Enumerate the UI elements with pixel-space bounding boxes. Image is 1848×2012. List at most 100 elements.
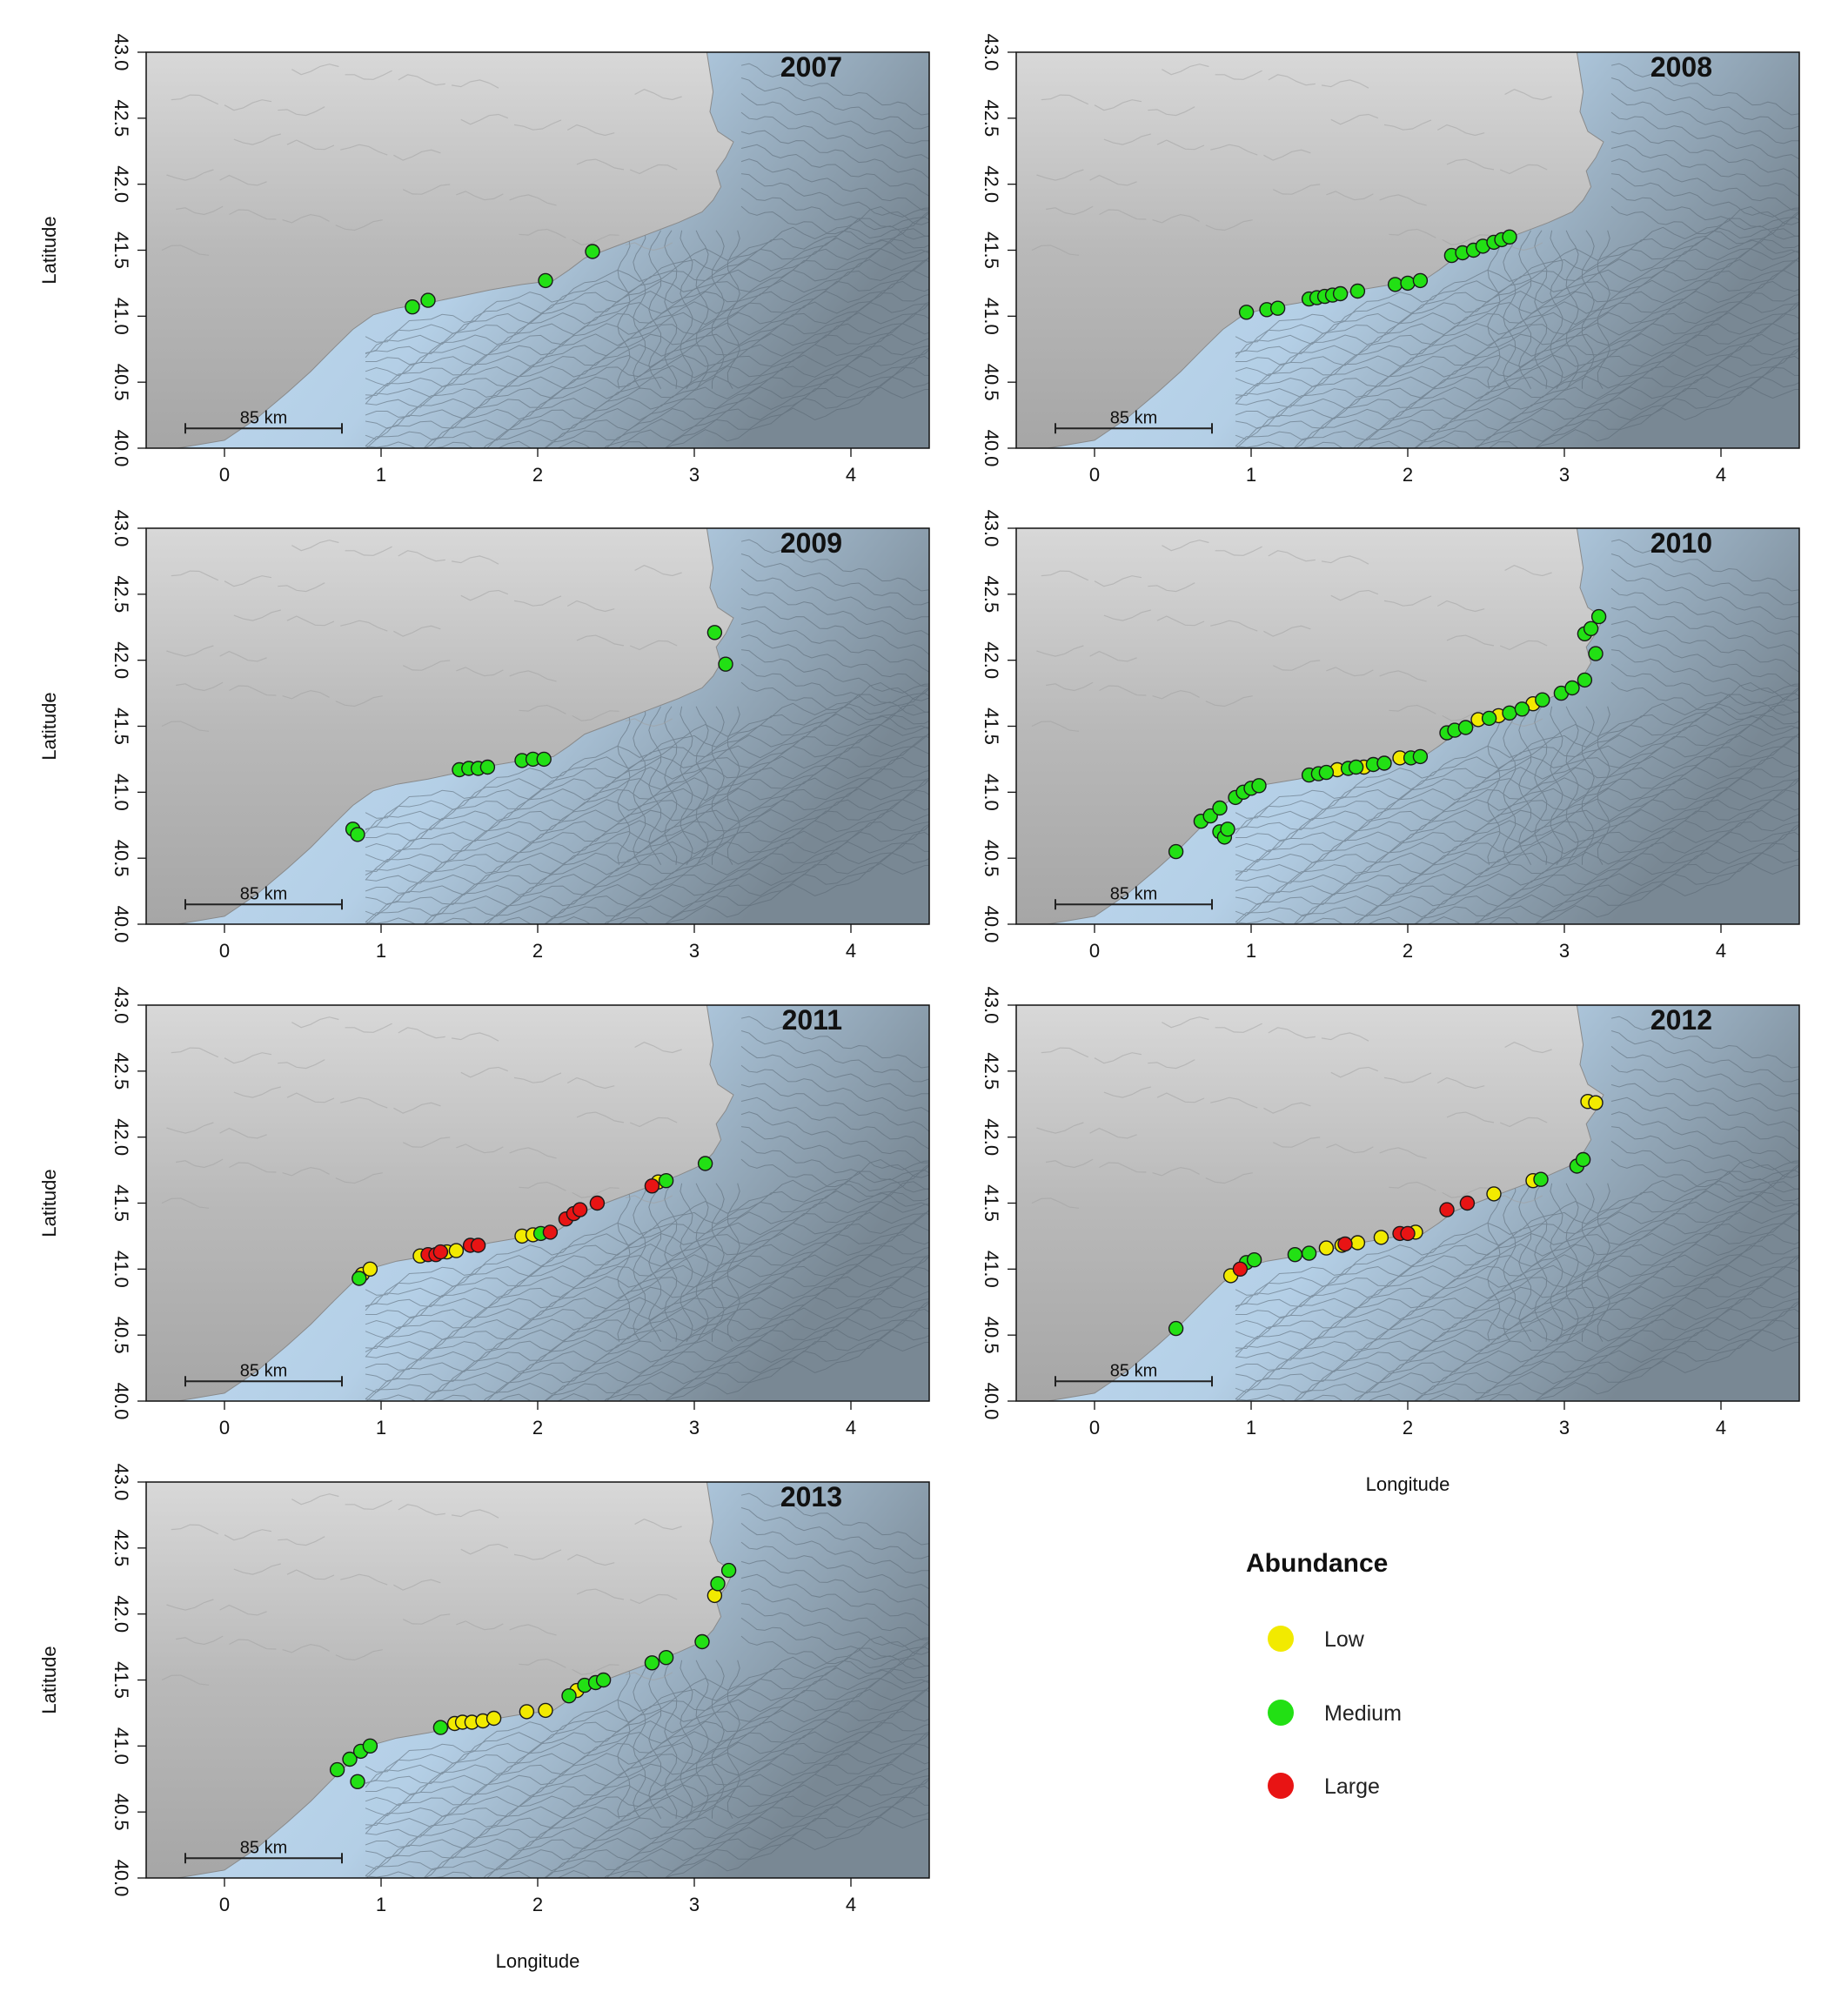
x-tick-label: 3 [1559, 940, 1570, 962]
y-tick-label: 42.5 [110, 99, 132, 137]
x-tick-label: 3 [689, 464, 700, 486]
panel-year-label: 2013 [780, 1481, 842, 1512]
x-tick-label: 0 [219, 940, 230, 962]
y-axis-label: Latitude [38, 216, 60, 284]
abundance-point-medium [644, 1655, 660, 1671]
y-tick-label: 40.5 [981, 364, 1002, 401]
abundance-point-medium [350, 827, 365, 842]
abundance-point-medium [1220, 822, 1235, 837]
x-tick-label: 1 [376, 1894, 386, 1915]
abundance-point-large [470, 1237, 486, 1253]
y-tick-label: 42.0 [110, 1595, 132, 1633]
map-area: 85 km [1016, 528, 1799, 924]
x-tick-label: 1 [1246, 940, 1256, 962]
abundance-point-medium [585, 244, 600, 259]
y-axis-label: Latitude [38, 1169, 60, 1237]
bathymetry-contours [1235, 63, 1799, 448]
map-panel-2007: 85 km 2007 0 1 2 3 4 40.0 40.5 41.0 41.5 42.0 42.5 43… [38, 34, 930, 486]
abundance-point-low [448, 1243, 465, 1258]
y-tick-label: 40.5 [110, 840, 132, 877]
abundance-point-low [1349, 1235, 1366, 1251]
legend-label-low: Low [1324, 1627, 1365, 1652]
abundance-point-large [1400, 1225, 1416, 1242]
abundance-point-low [519, 1704, 535, 1720]
x-tick-label: 3 [1559, 464, 1570, 486]
abundance-point-medium [718, 656, 733, 672]
x-tick-label: 2 [1403, 940, 1413, 962]
land-area [1016, 52, 1604, 448]
x-tick-label: 3 [1559, 1417, 1570, 1439]
y-tick-label: 40.5 [981, 1317, 1002, 1354]
map-area: 85 km [1016, 52, 1799, 448]
map-area: 85 km [146, 528, 929, 924]
abundance-point-low [485, 1710, 502, 1727]
x-tick-label: 1 [376, 940, 386, 962]
legend-item-low: Low [1268, 1626, 1365, 1652]
abundance-point-medium [1287, 1246, 1303, 1263]
panel-year-label: 2008 [1650, 51, 1712, 83]
abundance-point-medium [342, 1751, 358, 1767]
abundance-point-medium [697, 1156, 713, 1171]
panel-year-label: 2010 [1650, 527, 1712, 559]
y-tick-label: 43.0 [981, 510, 1002, 547]
y-tick-label: 40.0 [981, 1383, 1002, 1420]
abundance-legend: Abundance Low Medium Large [1246, 1549, 1402, 1799]
abundance-point-low [538, 1702, 553, 1719]
abundance-point-medium [329, 1761, 345, 1778]
y-tick-label: 40.5 [110, 364, 132, 401]
y-tick-label: 43.0 [981, 987, 1002, 1024]
x-tick-label: 0 [219, 464, 230, 486]
x-tick-label: 2 [532, 940, 543, 962]
y-tick-label: 41.5 [981, 708, 1002, 745]
map-panel-2013: 85 km 2013 0 1 2 3 4 40.0 40.5 41.0 41.5 42.0 42.5 43… [38, 1464, 930, 1972]
abundance-point-medium [479, 759, 496, 775]
y-axis-label: Latitude [38, 1646, 60, 1714]
abundance-point-medium [352, 1271, 367, 1286]
x-tick-label: 1 [1246, 464, 1256, 486]
legend-label-medium: Medium [1324, 1701, 1402, 1726]
abundance-point-medium [595, 1672, 612, 1688]
y-tick-label: 42.5 [110, 1052, 132, 1090]
abundance-point-medium [432, 1720, 449, 1735]
x-tick-label: 0 [219, 1894, 230, 1915]
abundance-point-medium [1535, 692, 1550, 708]
abundance-point-medium [1481, 710, 1497, 727]
terrain-texture [161, 64, 682, 256]
x-tick-label: 1 [376, 464, 386, 486]
y-tick-label: 42.0 [110, 165, 132, 203]
y-tick-label: 42.0 [981, 1118, 1002, 1156]
y-tick-label: 43.0 [110, 34, 132, 71]
abundance-point-large [589, 1195, 606, 1211]
abundance-point-medium [1583, 620, 1599, 636]
abundance-point-large [1459, 1195, 1476, 1211]
x-tick-label: 1 [1246, 1417, 1256, 1439]
y-tick-label: 41.5 [110, 1661, 132, 1699]
terrain-texture [161, 1493, 682, 1686]
abundance-point-large [1337, 1236, 1353, 1252]
abundance-point-medium [1212, 800, 1228, 816]
y-tick-label: 41.5 [110, 1184, 132, 1222]
bathymetry-contours [365, 1016, 929, 1401]
abundance-point-low [362, 1261, 378, 1278]
y-tick-label: 42.5 [981, 1052, 1002, 1090]
bathymetry-contours [1235, 1016, 1799, 1401]
map-panel-2008: 85 km 2008 0 1 2 3 4 40.0 40.5 41.0 41.5 42.0 42.5 43… [981, 34, 1800, 486]
y-tick-label: 42.5 [981, 575, 1002, 613]
abundance-point-medium [1533, 1171, 1549, 1187]
terrain-texture [1031, 1016, 1552, 1209]
abundance-point-medium [1457, 720, 1474, 735]
x-tick-label: 0 [1089, 940, 1100, 962]
y-tick-label: 42.0 [110, 641, 132, 679]
x-tick-label: 0 [219, 1417, 230, 1439]
y-tick-label: 41.0 [110, 298, 132, 335]
y-axis-label: Latitude [38, 692, 60, 760]
abundance-point-medium [658, 1649, 674, 1666]
abundance-point-medium [1318, 764, 1335, 781]
abundance-point-medium [1502, 229, 1517, 245]
scale-bar-label: 85 km [240, 884, 287, 903]
y-tick-label: 40.5 [981, 840, 1002, 877]
y-tick-label: 41.0 [110, 1727, 132, 1765]
y-tick-label: 42.0 [981, 165, 1002, 203]
scale-bar-label: 85 km [1110, 408, 1157, 427]
legend-title: Abundance [1246, 1549, 1388, 1578]
